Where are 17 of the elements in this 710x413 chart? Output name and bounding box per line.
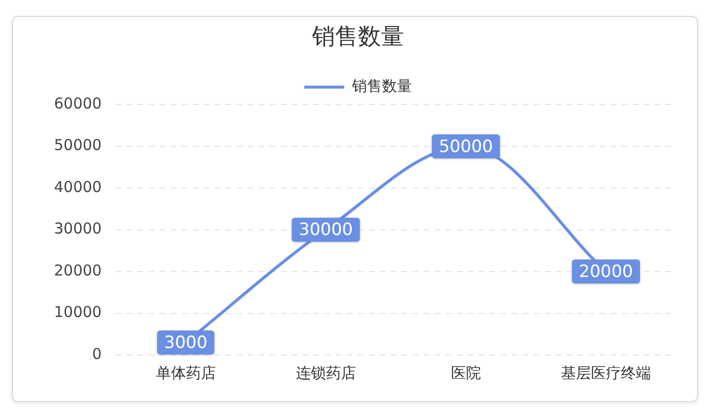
- data-label: 20000: [578, 262, 634, 282]
- x-tick-label: 医院: [450, 364, 481, 382]
- legend-label: 销售数量: [350, 76, 412, 95]
- y-tick-label: 50000: [54, 136, 102, 154]
- chart-title: 销售数量: [311, 24, 404, 50]
- x-tick-label: 连锁药店: [296, 364, 356, 382]
- data-label: 3000: [164, 332, 208, 353]
- x-tick-label: 基层医疗终端: [560, 364, 651, 382]
- data-label: 50000: [438, 136, 493, 157]
- data-label: 30000: [298, 220, 353, 240]
- y-tick-label: 0: [92, 344, 102, 363]
- y-tick-label: 60000: [54, 94, 102, 112]
- y-tick-label: 10000: [54, 303, 102, 322]
- y-tick-label: 20000: [54, 261, 102, 280]
- x-tick-label: 单体药店: [156, 364, 216, 382]
- y-tick-label: 30000: [54, 220, 102, 238]
- y-tick-label: 40000: [54, 178, 102, 196]
